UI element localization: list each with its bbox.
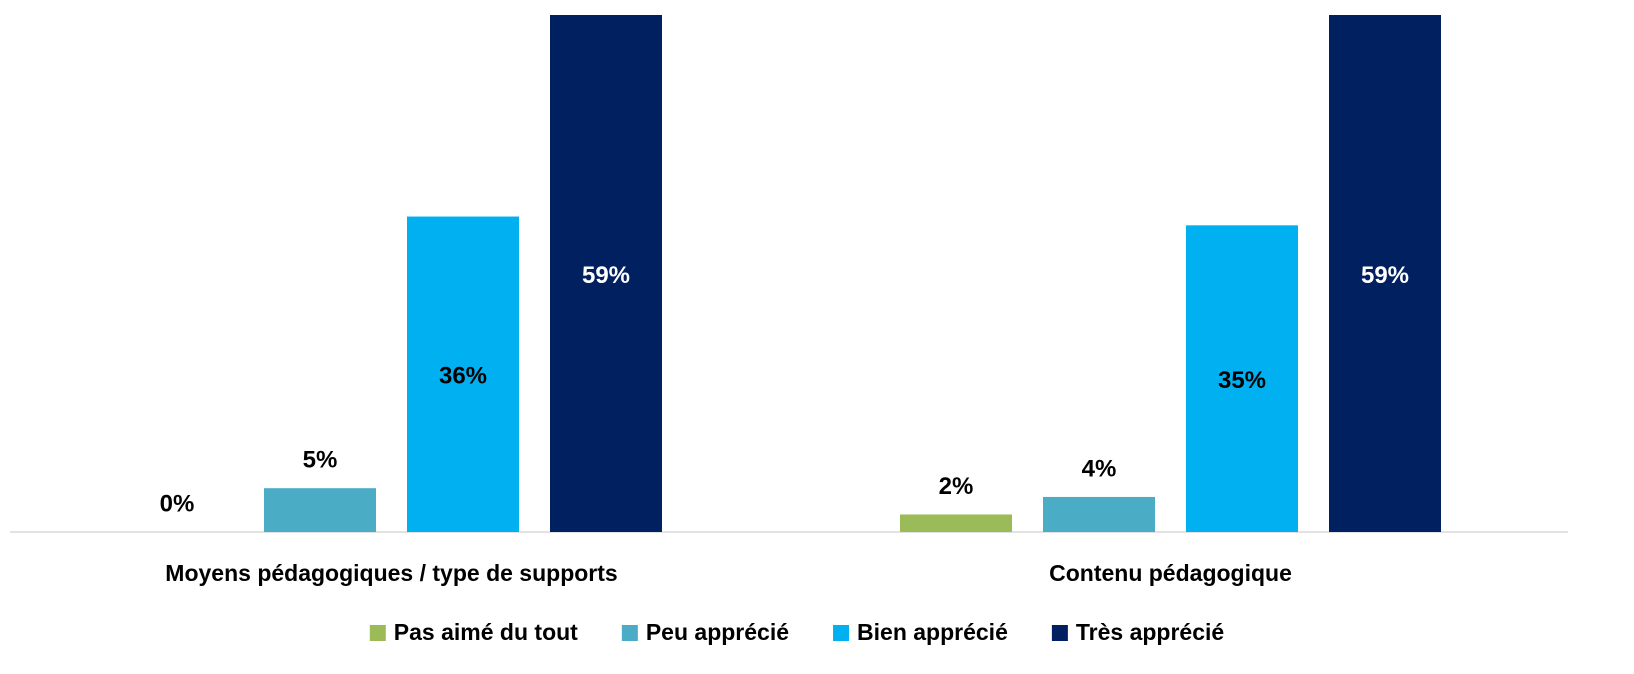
x-tick-label: Contenu pédagogique bbox=[1049, 560, 1292, 586]
bar bbox=[1043, 496, 1155, 532]
legend-label: Bien apprécié bbox=[857, 619, 1008, 645]
legend-label: Pas aimé du tout bbox=[394, 619, 578, 645]
legend-swatch bbox=[1051, 625, 1068, 641]
x-tick-label: Moyens pédagogiques / type de supports bbox=[165, 560, 617, 586]
data-label: 35% bbox=[1218, 367, 1266, 394]
legend-label: Peu apprécié bbox=[646, 619, 789, 645]
data-label: 2% bbox=[939, 473, 974, 500]
data-label: 59% bbox=[1361, 262, 1409, 289]
bar bbox=[1329, 15, 1441, 532]
legend-swatch bbox=[833, 625, 850, 641]
legend-swatch bbox=[621, 625, 638, 641]
data-label: 0% bbox=[160, 490, 195, 517]
bar bbox=[407, 216, 519, 533]
data-label: 36% bbox=[439, 363, 487, 390]
legend-swatch bbox=[369, 625, 386, 641]
data-label: 4% bbox=[1082, 455, 1117, 482]
bar bbox=[550, 15, 662, 532]
data-label: 59% bbox=[582, 262, 630, 289]
data-label: 5% bbox=[303, 447, 338, 474]
legend-label: Très apprécié bbox=[1076, 619, 1224, 645]
bar bbox=[1186, 225, 1298, 532]
bar bbox=[900, 514, 1012, 532]
bar bbox=[264, 488, 376, 532]
